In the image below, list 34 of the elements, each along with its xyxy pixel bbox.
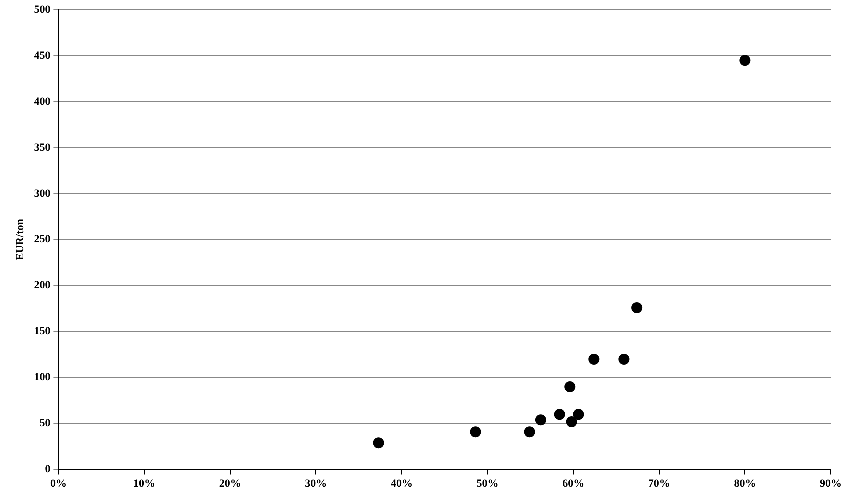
y-tick-label: 100 bbox=[34, 372, 52, 384]
y-tick-label: 50 bbox=[40, 418, 52, 430]
point bbox=[470, 426, 482, 438]
x-tick-label: 30% bbox=[305, 478, 328, 490]
x-tick-label: 50% bbox=[476, 478, 499, 490]
y-tick-label: 400 bbox=[34, 96, 52, 108]
y-tick-label: 0 bbox=[45, 464, 52, 476]
x-tick-label: 10% bbox=[134, 478, 156, 490]
y-tick-label: 350 bbox=[34, 142, 52, 154]
point bbox=[566, 416, 578, 428]
point bbox=[573, 409, 584, 420]
y-tick-label: 150 bbox=[34, 326, 52, 338]
point bbox=[740, 55, 751, 66]
y-tick-label: 450 bbox=[34, 50, 52, 62]
point bbox=[373, 438, 384, 449]
x-tick-label: 70% bbox=[648, 478, 670, 490]
point bbox=[618, 354, 630, 365]
x-tick-label: 80% bbox=[734, 478, 756, 490]
y-tick-label: 200 bbox=[34, 280, 52, 292]
y-tick-label: 250 bbox=[34, 234, 52, 246]
y-axis-title: EUR/ton bbox=[14, 219, 26, 261]
point bbox=[554, 409, 566, 420]
x-tick-label: 0% bbox=[50, 478, 67, 490]
x-tick-label: 60% bbox=[562, 478, 585, 490]
x-tick-label: 20% bbox=[219, 478, 242, 490]
y-tick-label: 500 bbox=[34, 4, 52, 16]
x-tick-label: 40% bbox=[390, 478, 413, 490]
point bbox=[632, 302, 643, 314]
y-tick-label: 300 bbox=[34, 188, 52, 200]
point bbox=[588, 354, 600, 365]
point bbox=[535, 414, 546, 426]
point bbox=[524, 426, 536, 438]
x-tick-label: 90% bbox=[820, 478, 842, 490]
point bbox=[564, 382, 576, 393]
